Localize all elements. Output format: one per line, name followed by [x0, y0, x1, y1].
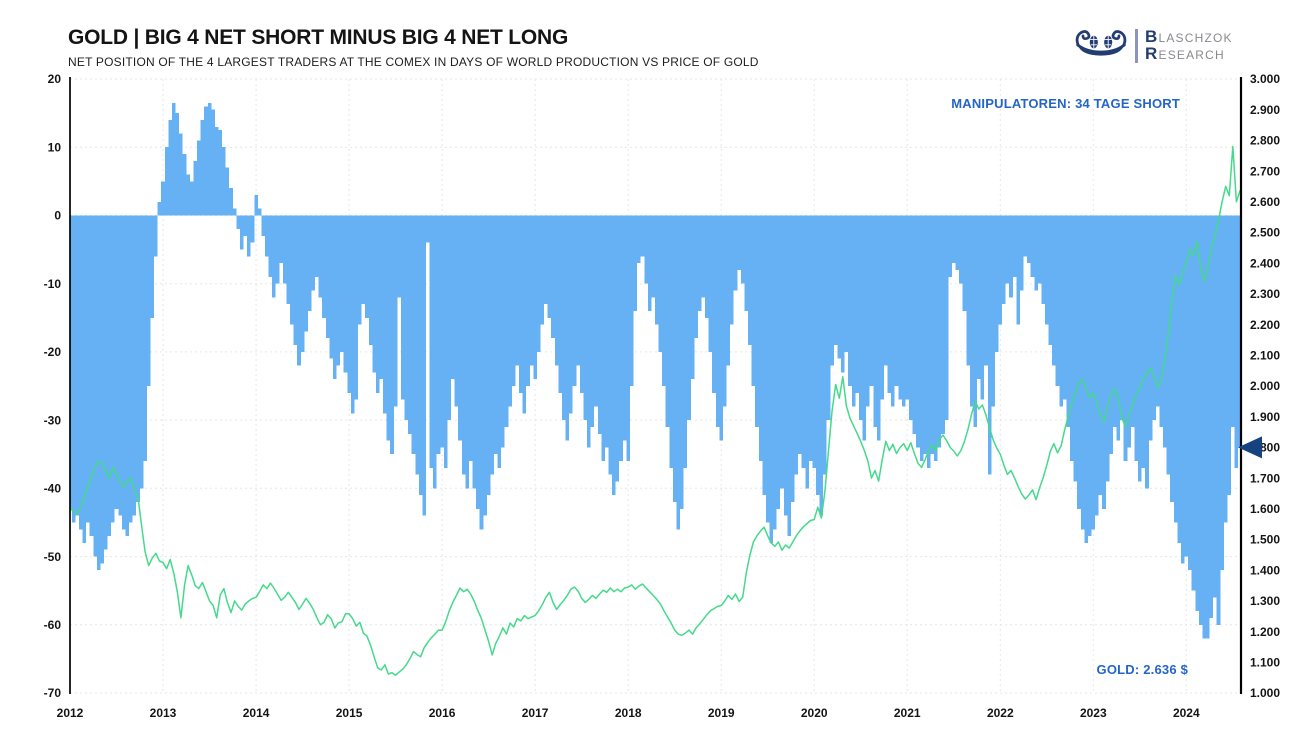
- chart-header: GOLD | BIG 4 NET SHORT MINUS BIG 4 NET L…: [68, 26, 759, 69]
- svg-text:-50: -50: [44, 550, 62, 564]
- svg-text:2015: 2015: [336, 706, 363, 720]
- logo-divider: [1135, 28, 1138, 63]
- logo-cap-b: B: [1145, 26, 1159, 46]
- svg-text:2016: 2016: [429, 706, 456, 720]
- svg-text:3.000: 3.000: [1250, 72, 1280, 86]
- svg-text:1.100: 1.100: [1250, 656, 1280, 670]
- svg-text:2012: 2012: [57, 706, 84, 720]
- svg-text:20: 20: [48, 72, 62, 86]
- svg-text:1.400: 1.400: [1250, 563, 1280, 577]
- svg-text:2020: 2020: [801, 706, 828, 720]
- svg-text:2018: 2018: [615, 706, 642, 720]
- svg-text:1.200: 1.200: [1250, 625, 1280, 639]
- svg-text:2.900: 2.900: [1250, 103, 1280, 117]
- svg-text:2.300: 2.300: [1250, 287, 1280, 301]
- x-axis-labels: 2012 2013 2014 2015 2016 2017 2018 2019 2020 2021…: [57, 706, 1200, 720]
- axis-lines: [69, 77, 1243, 694]
- brand-logo: BLASCHZOK RESEARCH: [1074, 24, 1233, 67]
- page-title: GOLD | BIG 4 NET SHORT MINUS BIG 4 NET L…: [68, 26, 569, 49]
- svg-text:-60: -60: [44, 618, 62, 632]
- svg-text:2022: 2022: [987, 706, 1014, 720]
- svg-text:2.600: 2.600: [1250, 195, 1280, 209]
- net-position-bars: [70, 102, 1240, 639]
- net-short-annotation: MANIPULATOREN: 34 TAGE SHORT: [951, 96, 1180, 111]
- logo-line1: LASCHZOK: [1158, 30, 1233, 45]
- svg-text:2.200: 2.200: [1250, 318, 1280, 332]
- svg-text:0: 0: [54, 209, 61, 223]
- svg-text:1.500: 1.500: [1250, 533, 1280, 547]
- y-axis-left-labels: 20 10 0 -10 -20 -30 -40 -50 -60 -70: [44, 72, 62, 700]
- svg-text:2021: 2021: [894, 706, 921, 720]
- svg-text:1.700: 1.700: [1250, 471, 1280, 485]
- svg-text:-20: -20: [44, 345, 62, 359]
- gold-price-annotation: GOLD: 2.636 $: [1096, 662, 1188, 677]
- svg-text:-10: -10: [44, 277, 62, 291]
- svg-text:2.000: 2.000: [1250, 379, 1280, 393]
- svg-text:2.400: 2.400: [1250, 256, 1280, 270]
- svg-text:-30: -30: [44, 413, 62, 427]
- svg-text:2019: 2019: [708, 706, 735, 720]
- svg-text:2.100: 2.100: [1250, 349, 1280, 363]
- gold-price-line: [69, 145, 1241, 676]
- current-value-marker-icon: [1238, 436, 1262, 459]
- svg-text:1.000: 1.000: [1250, 686, 1280, 700]
- svg-text:1.300: 1.300: [1250, 594, 1280, 608]
- svg-text:1.900: 1.900: [1250, 410, 1280, 424]
- svg-text:2013: 2013: [150, 706, 177, 720]
- logo-line2: ESEARCH: [1158, 47, 1225, 62]
- svg-text:2014: 2014: [243, 706, 270, 720]
- svg-text:2.500: 2.500: [1250, 226, 1280, 240]
- y-axis-right-labels: 3.000 2.900 2.800 2.700 2.600 2.500 2.400 2.300…: [1250, 72, 1280, 700]
- svg-text:2024: 2024: [1173, 706, 1200, 720]
- svg-text:2.700: 2.700: [1250, 164, 1280, 178]
- svg-text:2023: 2023: [1080, 706, 1107, 720]
- logo-cap-r: R: [1145, 43, 1159, 63]
- svg-text:2017: 2017: [522, 706, 549, 720]
- svg-text:2.800: 2.800: [1250, 134, 1280, 148]
- logo-wordmark: BLASCHZOK RESEARCH: [1145, 26, 1233, 63]
- viking-ship-icon: [1074, 24, 1128, 67]
- svg-text:-40: -40: [44, 482, 62, 496]
- svg-text:10: 10: [48, 140, 62, 154]
- chart-subtitle: NET POSITION OF THE 4 LARGEST TRADERS AT…: [68, 55, 759, 69]
- svg-text:-70: -70: [44, 686, 62, 700]
- svg-text:1.600: 1.600: [1250, 502, 1280, 516]
